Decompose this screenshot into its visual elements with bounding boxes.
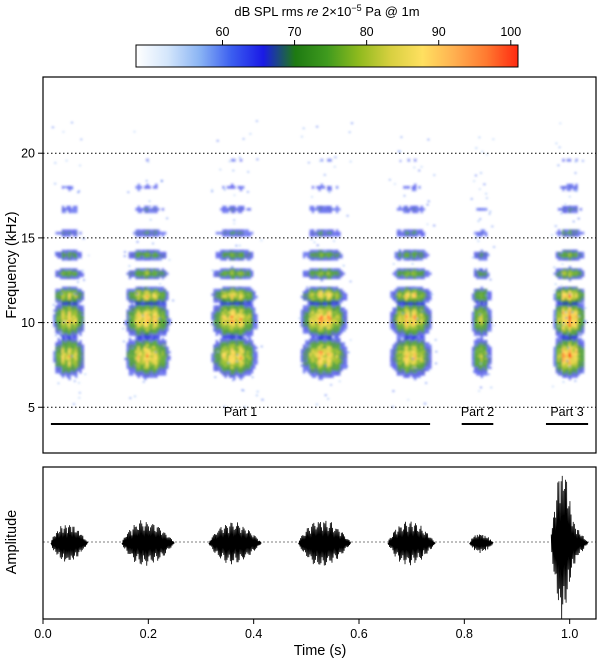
time-tick-label: 0.6 [350, 627, 367, 641]
colorbar-title-exp: −5 [351, 3, 361, 13]
part-labels: Part 1 Part 2 Part 3 [224, 405, 584, 419]
colorbar-title-re: re [307, 4, 319, 19]
colorbar-ticks: 60 70 80 90 100 [216, 25, 521, 45]
time-axis-label: Time (s) [294, 643, 347, 659]
spectrogram-call [470, 136, 496, 392]
frequency-ticks: 5 10 15 20 [21, 147, 43, 415]
spectrogram-call [122, 130, 175, 399]
time-tick-label: 0.2 [140, 627, 157, 641]
waveform-content [43, 475, 596, 619]
waveform-call [121, 520, 175, 566]
time-tick-label: 0.0 [34, 627, 51, 641]
colorbar-title: dB SPL rms re 2×10−5 Pa @ 1m [234, 3, 419, 19]
part-label: Part 3 [550, 405, 583, 419]
spectrogram-gridlines [43, 152, 596, 408]
spectrogram-call [388, 136, 438, 408]
waveform-frame [42, 466, 597, 620]
colorbar-title-ref: 2×10 [318, 4, 351, 19]
frequency-axis-label: Frequency (kHz) [4, 211, 20, 318]
waveform-call [469, 534, 494, 553]
colorbar-tick-label: 70 [288, 25, 302, 39]
colorbar-tick-label: 100 [500, 25, 521, 39]
spectrogram-call [551, 122, 587, 388]
time-ticks: 0.0 0.2 0.4 0.6 0.8 1.0 [34, 619, 578, 641]
frequency-tick-label: 5 [28, 401, 35, 415]
frequency-tick-label: 15 [21, 231, 35, 245]
amplitude-axis-label: Amplitude [4, 510, 20, 574]
time-tick-label: 0.4 [245, 627, 262, 641]
frequency-tick-label: 20 [21, 147, 35, 161]
part-label: Part 2 [461, 405, 494, 419]
time-tick-label: 0.8 [456, 627, 473, 641]
part-label: Part 1 [224, 405, 257, 419]
spectrogram-frame [42, 76, 597, 454]
time-tick-label: 1.0 [561, 627, 578, 641]
colorbar-tick-label: 90 [432, 25, 446, 39]
colorbar-title-dist: Pa @ 1m [362, 4, 420, 19]
spectrogram-calls [51, 120, 587, 408]
colorbar-title-unit: dB SPL rms [234, 4, 306, 19]
waveform-call [387, 521, 436, 566]
waveform-call [550, 475, 589, 619]
colorbar [135, 44, 519, 68]
spectrogram-content [43, 120, 596, 408]
spectrogram-call [51, 121, 90, 405]
colorbar-tick-label: 60 [216, 25, 230, 39]
frequency-tick-label: 10 [21, 316, 35, 330]
waveform-call [208, 522, 262, 565]
colorbar-tick-label: 80 [360, 25, 374, 39]
waveform-call [50, 525, 89, 562]
waveform-call [298, 520, 352, 566]
waveform-calls [50, 475, 589, 619]
spectrogram-call [298, 122, 353, 406]
spectrogram-call [211, 120, 264, 408]
